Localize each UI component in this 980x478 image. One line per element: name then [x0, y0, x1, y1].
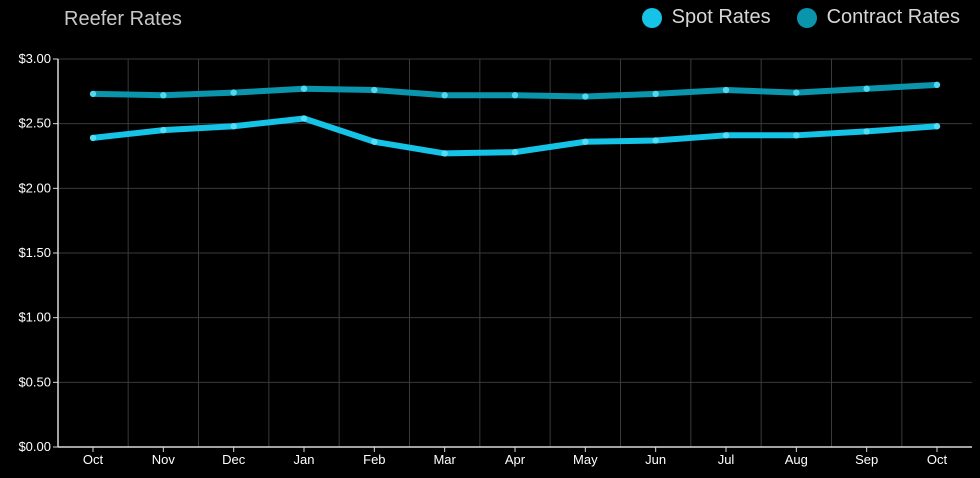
- spot-rates-point[interactable]: [230, 123, 237, 130]
- spot-rates-swatch-icon: [641, 7, 662, 28]
- contract-rates-point[interactable]: [511, 92, 519, 99]
- spot-rates-point[interactable]: [371, 138, 378, 145]
- x-tick-label: Sep: [855, 452, 878, 467]
- y-tick-label: $0.50: [18, 374, 51, 389]
- spot-rates-point[interactable]: [511, 148, 519, 156]
- y-tick-label: $2.00: [18, 180, 51, 195]
- contract-rates-point[interactable]: [441, 92, 448, 99]
- chart-legend: Spot Rates Contract Rates: [641, 6, 960, 29]
- contract-rates-point[interactable]: [793, 89, 800, 96]
- y-tick-label: $0.00: [18, 439, 51, 454]
- x-tick-label: Jun: [645, 452, 666, 467]
- grid-lines: [58, 58, 972, 447]
- legend-label-contract-rates: Contract Rates: [826, 6, 960, 28]
- legend-label-spot-rates: Spot Rates: [671, 6, 771, 28]
- spot-rates-point[interactable]: [652, 137, 659, 144]
- x-tick-label: Dec: [222, 452, 246, 467]
- y-tick-label: $1.50: [18, 245, 51, 260]
- y-tick-label: $2.50: [18, 116, 51, 131]
- chart-title: Reefer Rates: [64, 8, 182, 30]
- y-tick-label: $1.00: [18, 310, 51, 325]
- spot-rates-point[interactable]: [793, 132, 800, 139]
- contract-rates-point[interactable]: [652, 90, 659, 98]
- spot-rates-point[interactable]: [160, 126, 167, 134]
- contract-rates-point[interactable]: [582, 93, 589, 100]
- contract-rates-point[interactable]: [89, 90, 97, 98]
- spot-rates-point[interactable]: [933, 123, 941, 130]
- contract-rates-swatch-icon: [796, 7, 817, 28]
- spot-rates-point[interactable]: [722, 132, 730, 139]
- legend-item-contract-rates[interactable]: Contract Rates: [796, 6, 960, 29]
- x-tick-label: May: [573, 452, 598, 467]
- x-tick-label: Jul: [718, 452, 735, 467]
- spot-rates-point[interactable]: [582, 138, 589, 145]
- y-axis-ticks: $0.00 $0.50 $1.00 $1.50 $2.00 $2.50 $3.00: [18, 51, 58, 454]
- contract-rates-point[interactable]: [300, 85, 308, 92]
- legend-item-spot-rates[interactable]: Spot Rates: [641, 6, 771, 29]
- spot-rates-point[interactable]: [441, 150, 448, 157]
- contract-rates-point[interactable]: [933, 81, 941, 89]
- x-tick-label: Oct: [83, 452, 104, 467]
- x-tick-label: Feb: [363, 452, 385, 467]
- x-tick-label: Oct: [927, 452, 948, 467]
- x-tick-label: Mar: [433, 452, 456, 467]
- x-axis-ticks: Oct Nov Dec Jan Feb Mar Apr May Jun Jul Aug Sep Oct: [83, 447, 948, 467]
- spot-rates-point[interactable]: [300, 115, 308, 122]
- contract-rates-point[interactable]: [722, 86, 730, 94]
- x-tick-label: Aug: [785, 452, 808, 467]
- contract-rates-point[interactable]: [863, 85, 870, 92]
- x-tick-label: Jan: [294, 452, 315, 467]
- contract-rates-point[interactable]: [371, 86, 378, 94]
- contract-rates-point[interactable]: [160, 92, 167, 99]
- y-tick-label: $3.00: [18, 51, 51, 66]
- contract-rates-point[interactable]: [230, 89, 237, 96]
- series-lines: [89, 81, 941, 157]
- x-tick-label: Nov: [152, 452, 176, 467]
- x-tick-label: Apr: [505, 452, 526, 467]
- spot-rates-point[interactable]: [89, 134, 97, 142]
- spot-rates-point[interactable]: [863, 128, 870, 135]
